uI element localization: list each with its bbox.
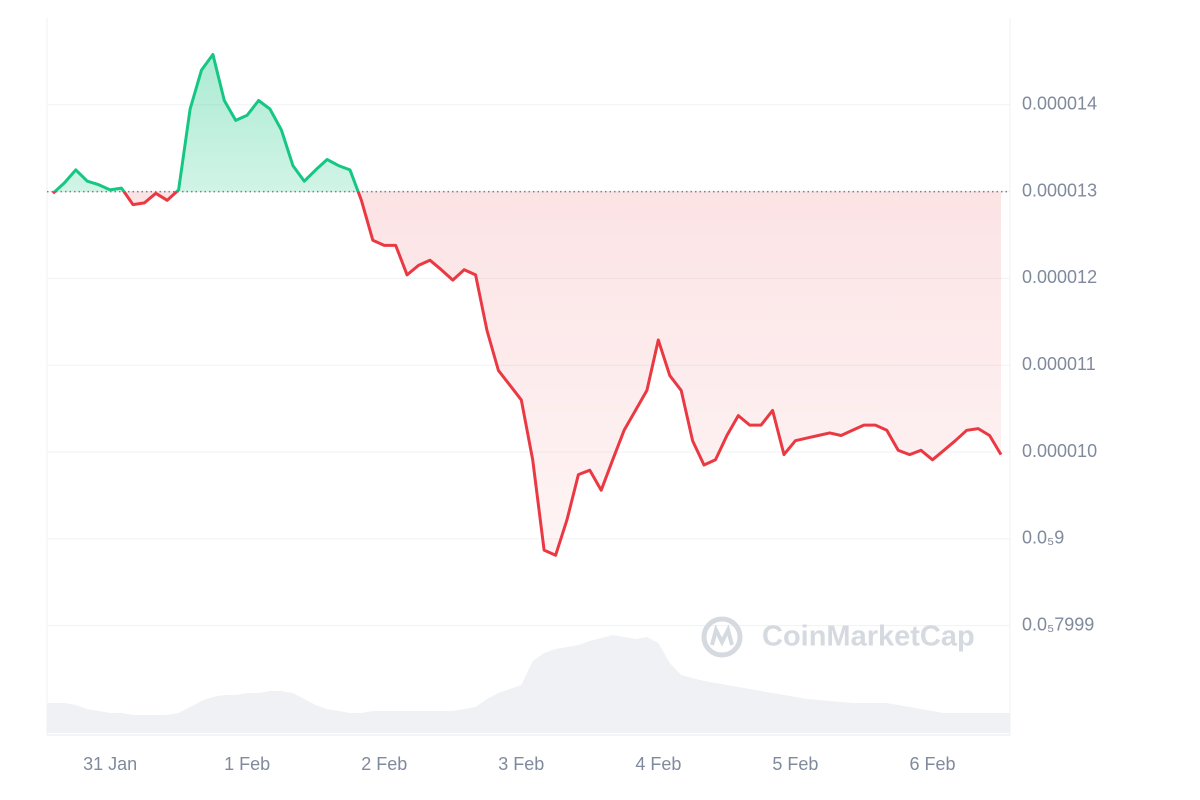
x-tick-label: 3 Feb xyxy=(498,754,544,774)
y-tick-label: 0.000012 xyxy=(1022,267,1097,287)
volume-area xyxy=(47,635,1010,733)
x-tick-label: 4 Feb xyxy=(635,754,681,774)
y-tick-label: 0.000011 xyxy=(1022,354,1096,374)
x-tick-label: 6 Feb xyxy=(909,754,955,774)
area-up xyxy=(54,54,359,192)
y-tick-label: 0.000013 xyxy=(1022,180,1097,200)
watermark: CoinMarketCap xyxy=(701,616,975,658)
y-tick-label: 0.0₅7999 xyxy=(1022,614,1094,634)
x-tick-label: 1 Feb xyxy=(224,754,270,774)
price-line xyxy=(51,53,1003,557)
x-tick-label: 2 Feb xyxy=(361,754,407,774)
x-tick-label: 5 Feb xyxy=(772,754,818,774)
y-tick-label: 0.000010 xyxy=(1022,441,1097,461)
x-tick-label: 31 Jan xyxy=(83,754,137,774)
y-tick-label: 0.000014 xyxy=(1022,94,1097,114)
area-down xyxy=(53,191,1001,556)
y-tick-label: 0.0₅9 xyxy=(1022,528,1064,548)
watermark-text: CoinMarketCap xyxy=(762,621,975,653)
